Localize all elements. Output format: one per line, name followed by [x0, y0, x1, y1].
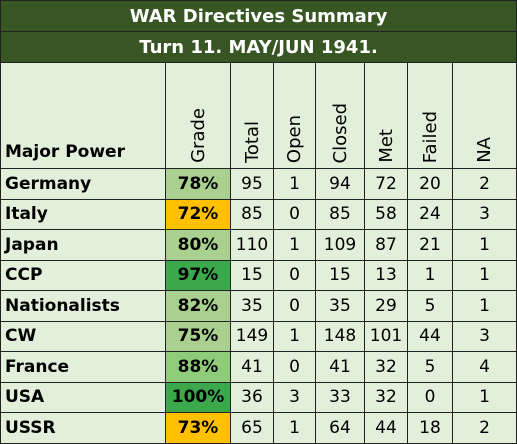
total-cell: 36 — [230, 381, 274, 413]
header-met: Met — [364, 62, 408, 169]
table-row: USSR 73% 65 1 64 44 18 2 — [0, 412, 517, 444]
table-row: France 88% 41 0 41 32 5 4 — [0, 351, 517, 383]
met-cell: 72 — [364, 168, 408, 200]
met-cell: 13 — [364, 259, 408, 291]
closed-cell: 148 — [315, 320, 365, 352]
total-cell: 85 — [230, 198, 274, 230]
open-cell: 1 — [273, 320, 316, 352]
met-cell: 32 — [364, 351, 408, 383]
closed-cell: 35 — [315, 290, 365, 322]
total-cell: 35 — [230, 290, 274, 322]
open-cell: 0 — [273, 290, 316, 322]
closed-cell: 109 — [315, 229, 365, 261]
met-cell: 32 — [364, 381, 408, 413]
header-na: NA — [451, 62, 517, 169]
closed-cell: 33 — [315, 381, 365, 413]
grade-cell: 82% — [165, 290, 231, 322]
table-title: WAR Directives Summary — [0, 0, 517, 32]
met-cell: 29 — [364, 290, 408, 322]
na-cell: 1 — [451, 259, 517, 291]
closed-cell: 64 — [315, 412, 365, 444]
closed-cell: 41 — [315, 351, 365, 383]
total-cell: 149 — [230, 320, 274, 352]
met-cell: 101 — [364, 320, 408, 352]
power-name-cell: Germany — [0, 168, 166, 200]
power-name-cell: CW — [0, 320, 166, 352]
grade-cell: 75% — [165, 320, 231, 352]
grade-cell: 88% — [165, 351, 231, 383]
header-grade: Grade — [165, 62, 231, 169]
total-cell: 65 — [230, 412, 274, 444]
grade-cell: 72% — [165, 198, 231, 230]
na-cell: 2 — [451, 168, 517, 200]
table-row: CCP 97% 15 0 15 13 1 1 — [0, 259, 517, 291]
table-row: Germany 78% 95 1 94 72 20 2 — [0, 168, 517, 200]
table-subtitle: Turn 11. MAY/JUN 1941. — [0, 31, 517, 63]
failed-cell: 1 — [407, 259, 453, 291]
open-cell: 3 — [273, 381, 316, 413]
grade-cell: 78% — [165, 168, 231, 200]
failed-cell: 20 — [407, 168, 453, 200]
power-name-cell: USSR — [0, 412, 166, 444]
open-cell: 0 — [273, 259, 316, 291]
na-cell: 4 — [451, 351, 517, 383]
total-cell: 110 — [230, 229, 274, 261]
failed-cell: 21 — [407, 229, 453, 261]
header-total: Total — [230, 62, 274, 169]
na-cell: 1 — [451, 381, 517, 413]
met-cell: 87 — [364, 229, 408, 261]
open-cell: 0 — [273, 351, 316, 383]
closed-cell: 15 — [315, 259, 365, 291]
na-cell: 3 — [451, 198, 517, 230]
na-cell: 1 — [451, 290, 517, 322]
grade-cell: 73% — [165, 412, 231, 444]
met-cell: 58 — [364, 198, 408, 230]
power-name-cell: Japan — [0, 229, 166, 261]
na-cell: 1 — [451, 229, 517, 261]
failed-cell: 5 — [407, 351, 453, 383]
open-cell: 1 — [273, 168, 316, 200]
failed-cell: 24 — [407, 198, 453, 230]
table-row: Nationalists 82% 35 0 35 29 5 1 — [0, 290, 517, 322]
open-cell: 1 — [273, 229, 316, 261]
power-name-cell: Italy — [0, 198, 166, 230]
total-cell: 95 — [230, 168, 274, 200]
header-row: Major Power Grade Total Open Closed Met … — [0, 62, 517, 169]
total-cell: 15 — [230, 259, 274, 291]
failed-cell: 44 — [407, 320, 453, 352]
failed-cell: 18 — [407, 412, 453, 444]
closed-cell: 94 — [315, 168, 365, 200]
header-major-power: Major Power — [0, 62, 166, 169]
total-cell: 41 — [230, 351, 274, 383]
na-cell: 3 — [451, 320, 517, 352]
grade-cell: 97% — [165, 259, 231, 291]
header-closed: Closed — [315, 62, 365, 169]
power-name-cell: Nationalists — [0, 290, 166, 322]
table-row: Japan 80% 110 1 109 87 21 1 — [0, 229, 517, 261]
power-name-cell: France — [0, 351, 166, 383]
header-failed: Failed — [407, 62, 453, 169]
failed-cell: 5 — [407, 290, 453, 322]
met-cell: 44 — [364, 412, 408, 444]
open-cell: 0 — [273, 198, 316, 230]
power-name-cell: CCP — [0, 259, 166, 291]
failed-cell: 0 — [407, 381, 453, 413]
grade-cell: 80% — [165, 229, 231, 261]
table-row: CW 75% 149 1 148 101 44 3 — [0, 320, 517, 352]
grade-cell: 100% — [165, 381, 231, 413]
power-name-cell: USA — [0, 381, 166, 413]
closed-cell: 85 — [315, 198, 365, 230]
header-open: Open — [273, 62, 316, 169]
table-row: USA 100% 36 3 33 32 0 1 — [0, 381, 517, 413]
na-cell: 2 — [451, 412, 517, 444]
open-cell: 1 — [273, 412, 316, 444]
table-row: Italy 72% 85 0 85 58 24 3 — [0, 198, 517, 230]
